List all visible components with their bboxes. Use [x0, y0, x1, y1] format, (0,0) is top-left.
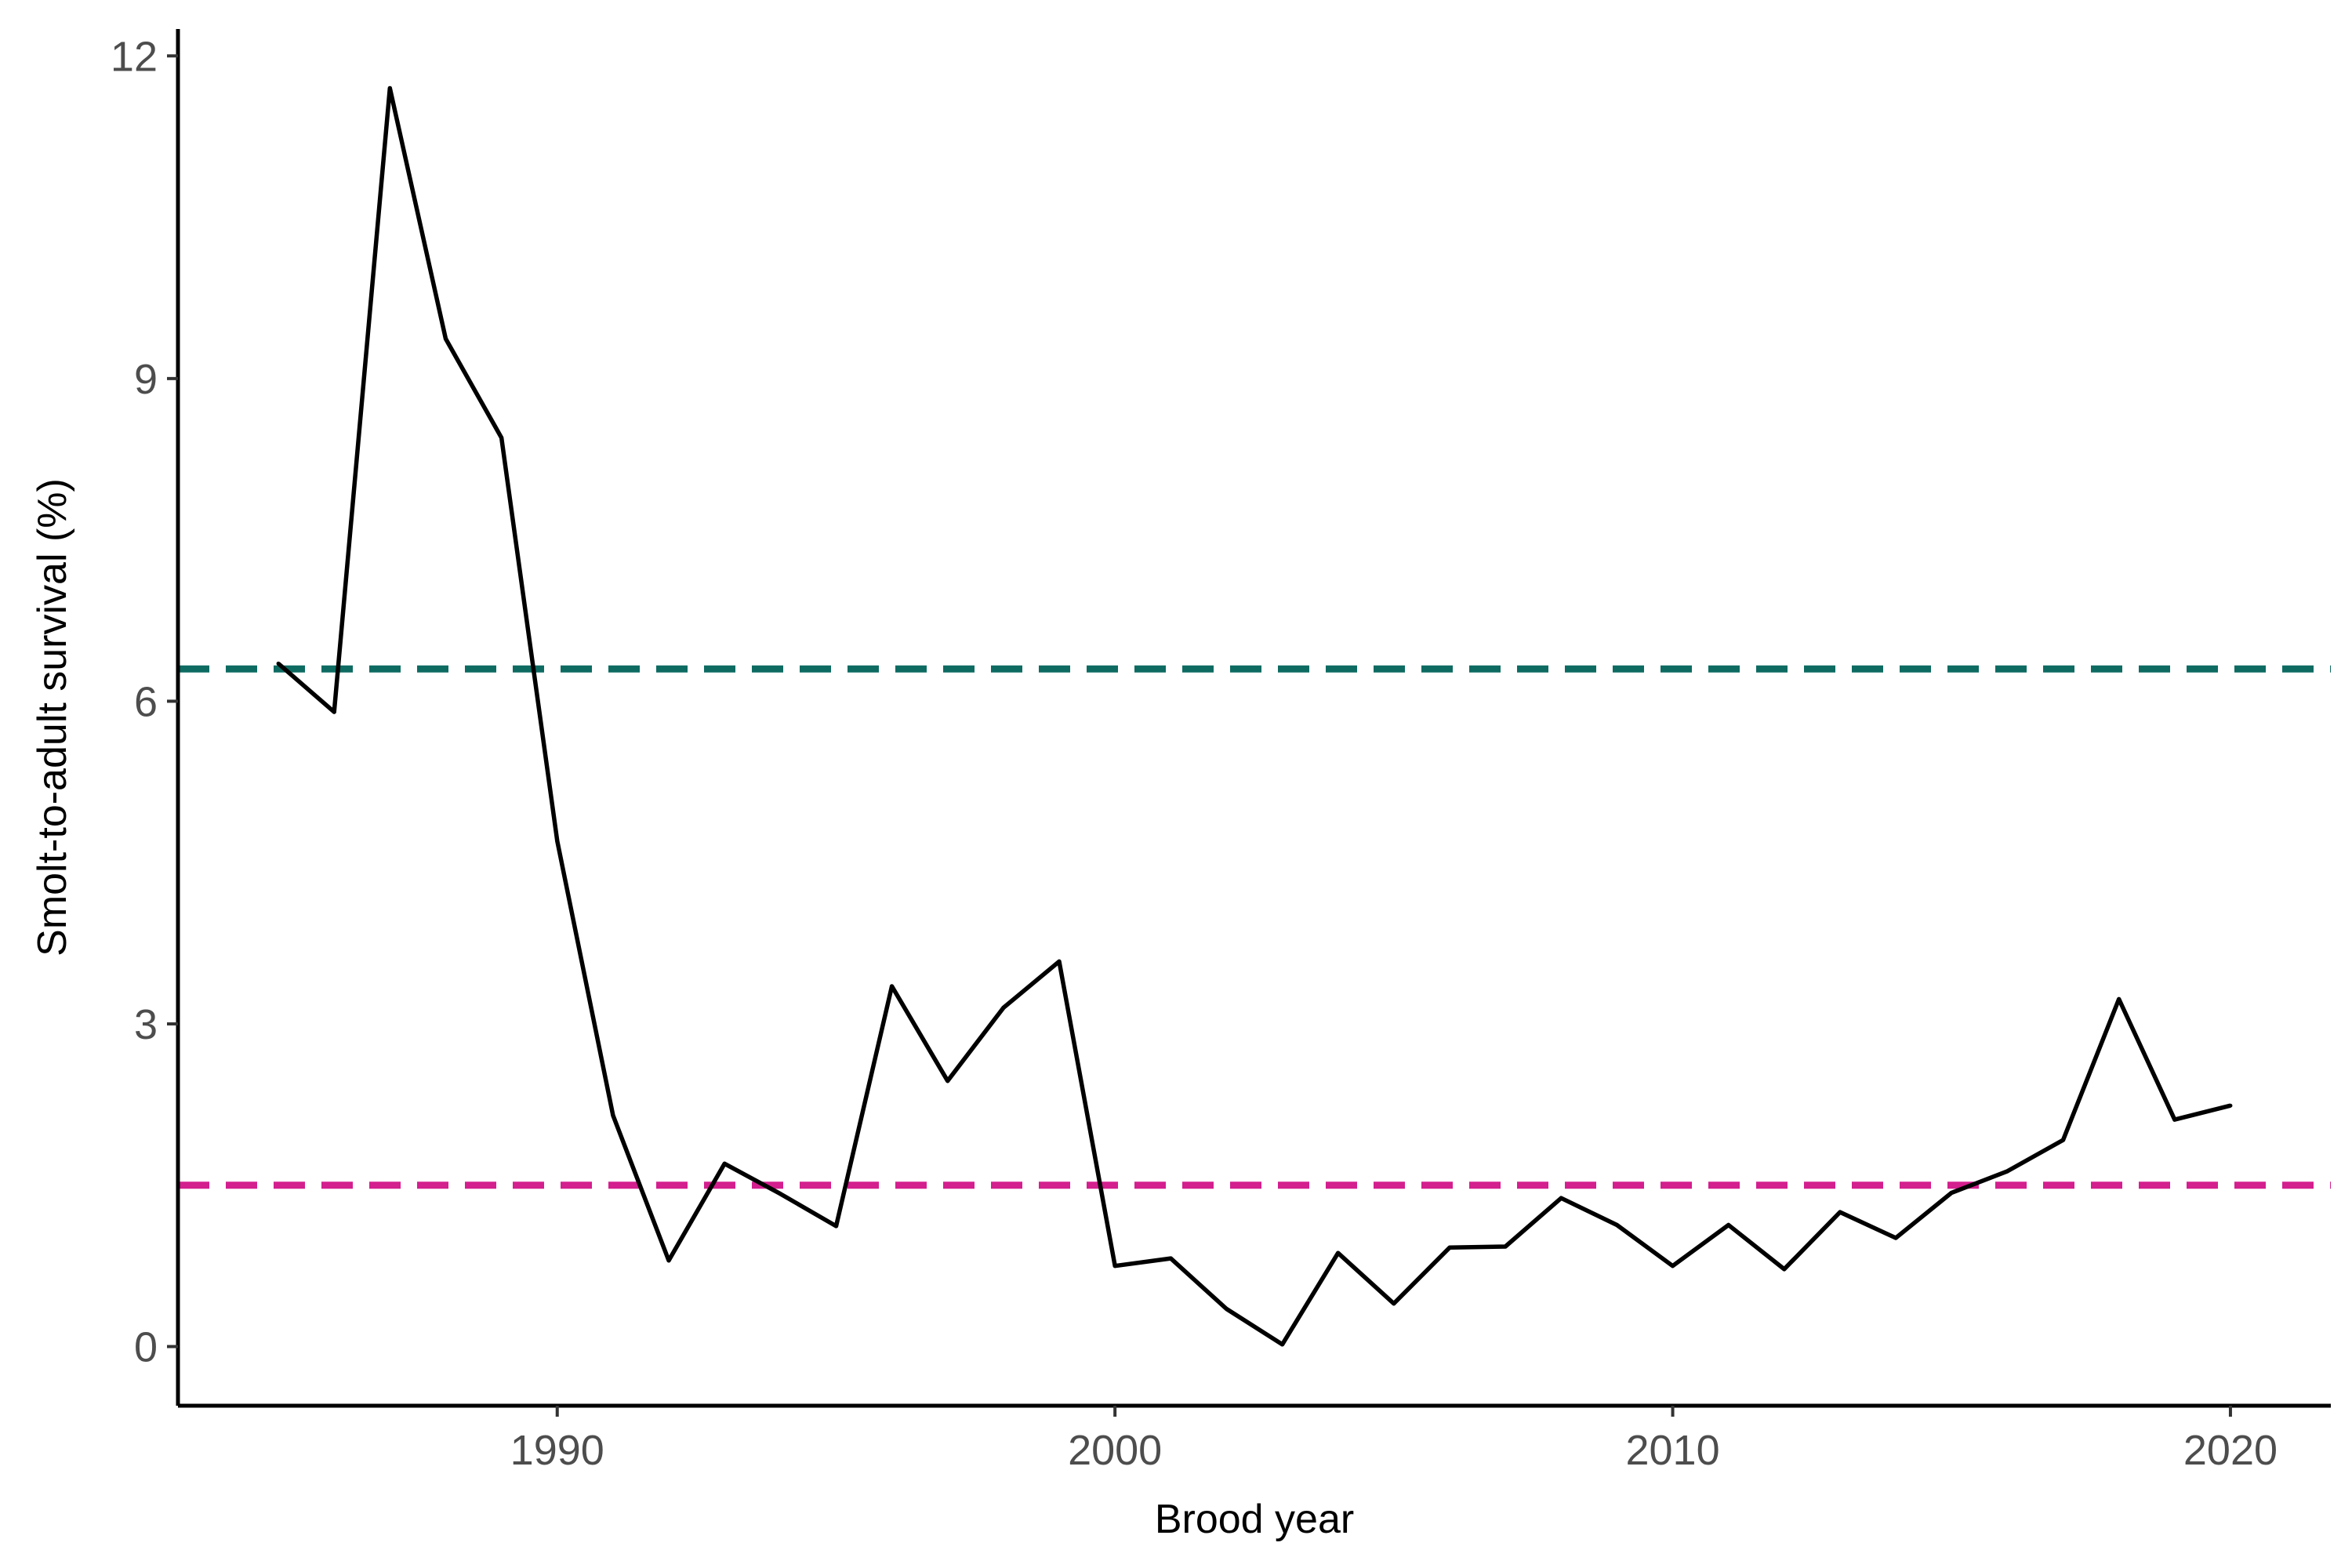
data-point: [890, 984, 895, 989]
data-point: [778, 1192, 782, 1196]
data-point: [946, 1079, 950, 1083]
y-tick-label: 0: [134, 1324, 158, 1371]
data-point: [1614, 1223, 1619, 1228]
x-tick-label: 2010: [1625, 1427, 1719, 1474]
data-point: [1057, 959, 1062, 964]
data-point: [1224, 1307, 1229, 1312]
x-ticks: 1990 2000 2010 2020: [510, 1406, 2278, 1474]
data-point: [1168, 1256, 1173, 1261]
data-point: [1726, 1223, 1731, 1228]
data-point: [1893, 1236, 1898, 1240]
axes: [176, 29, 2331, 1408]
data-point: [2005, 1169, 2009, 1174]
data-point: [1001, 1005, 1006, 1010]
data-point: [722, 1161, 727, 1166]
x-tick-label: 1990: [510, 1427, 604, 1474]
data-point: [443, 336, 448, 341]
series-line-0: [277, 85, 2231, 1347]
data-point: [1280, 1342, 1285, 1347]
data-point: [332, 710, 336, 714]
x-tick-label: 2020: [2183, 1427, 2278, 1474]
data-point: [387, 85, 392, 90]
y-tick-label: 6: [134, 678, 158, 725]
data-point: [2172, 1117, 2177, 1122]
data-point: [2061, 1138, 2066, 1142]
data-point: [1838, 1210, 1842, 1214]
data-point: [666, 1258, 671, 1263]
data-point: [555, 839, 560, 844]
data-point: [1559, 1196, 1563, 1200]
data-point: [2228, 1103, 2233, 1108]
x-axis-title: Brood year: [1155, 1497, 1354, 1542]
y-tick-label: 3: [134, 1001, 158, 1048]
data-point: [1447, 1245, 1452, 1250]
data-point: [276, 661, 281, 666]
data-point: [499, 435, 504, 440]
data-point: [1112, 1264, 1117, 1269]
data-point: [833, 1224, 838, 1229]
data-point: [1392, 1301, 1396, 1306]
data-point: [611, 1113, 615, 1118]
y-tick-label: 9: [134, 356, 158, 403]
data-point: [1671, 1264, 1675, 1269]
data-point: [1336, 1250, 1341, 1255]
data-point: [2117, 996, 2122, 1001]
data-point: [1782, 1267, 1787, 1272]
series-layer: [276, 85, 2233, 1347]
data-point: [1503, 1244, 1508, 1249]
y-ticks: 0 3 6 9 12: [111, 33, 178, 1371]
y-tick-label: 12: [111, 33, 158, 80]
y-axis-title: Smolt-to-adult survival (%): [30, 478, 75, 956]
x-tick-label: 2000: [1068, 1427, 1162, 1474]
data-point: [1949, 1190, 1954, 1195]
